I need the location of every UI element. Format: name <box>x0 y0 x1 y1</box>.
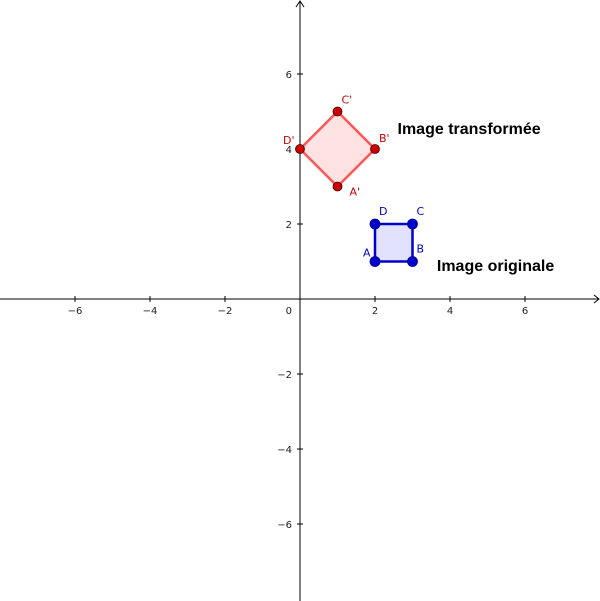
y-tick-label: 6 <box>286 70 292 81</box>
vertex-label: C' <box>342 94 353 107</box>
vertex-point <box>332 181 343 192</box>
annotation-text: Image originale <box>437 258 554 275</box>
vertex-label: D <box>379 205 387 218</box>
x-tick-label: −2 <box>218 306 233 317</box>
y-tick-label: 2 <box>286 220 292 231</box>
vertex-label: C <box>417 205 425 218</box>
y-tick-label: 4 <box>286 145 292 156</box>
vertex-point <box>407 256 418 267</box>
vertex-label: B <box>417 243 425 256</box>
x-tick-label: 6 <box>522 306 528 317</box>
x-tick-label: 2 <box>372 306 378 317</box>
y-tick-label: −6 <box>277 520 292 531</box>
vertices <box>295 106 418 267</box>
labels: A B C D A' B' C' D' Image transformée Image origi… <box>283 94 554 275</box>
axis-ticks: −6 −4 −2 2 4 6 −6 −4 −2 2 4 6 0 <box>68 70 529 531</box>
vertex-point <box>332 106 343 117</box>
vertex-label: B' <box>379 132 390 145</box>
x-tick-label: −4 <box>143 306 158 317</box>
vertex-label: A' <box>350 186 361 199</box>
vertex-point <box>407 218 418 230</box>
x-tick-label: 4 <box>447 306 453 317</box>
x-tick-label: −6 <box>68 306 83 317</box>
y-tick-label: −2 <box>277 370 292 381</box>
x-axis-arrow <box>593 294 600 304</box>
annotation-text: Image transformée <box>398 121 541 138</box>
vertex-point <box>370 144 380 154</box>
origin-label: 0 <box>286 306 292 317</box>
y-axis-arrow <box>295 0 305 8</box>
original-square <box>373 222 414 263</box>
polygons <box>298 110 414 263</box>
transformed-square <box>298 110 377 188</box>
y-tick-label: −4 <box>277 445 292 456</box>
vertex-point <box>369 218 381 230</box>
vertex-label: D' <box>283 134 295 147</box>
vertex-point <box>369 256 381 267</box>
vertex-label: A <box>363 247 371 260</box>
vertex-point <box>295 144 305 154</box>
